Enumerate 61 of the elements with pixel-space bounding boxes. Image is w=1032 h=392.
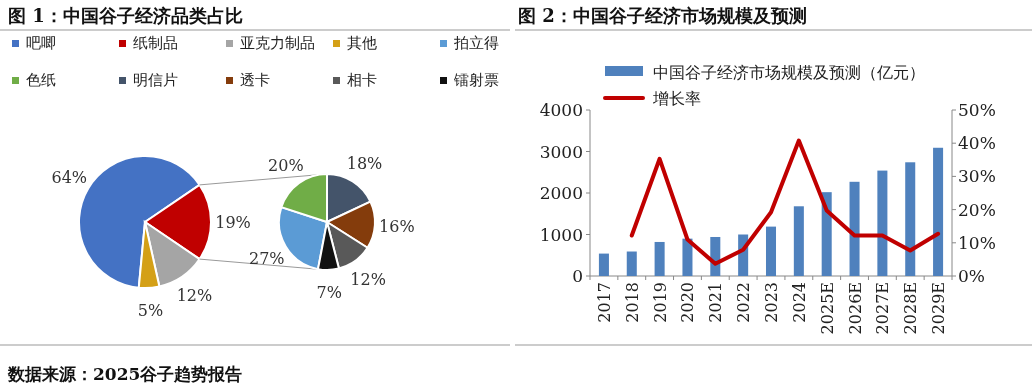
data-label: 12% — [350, 269, 386, 289]
bar — [626, 251, 637, 276]
bar — [654, 241, 665, 276]
bar — [682, 238, 693, 276]
data-label: 20% — [268, 156, 304, 176]
data-label: 19% — [215, 213, 251, 232]
legend-label: 明信片 — [133, 71, 178, 89]
data-label: 12% — [176, 285, 213, 305]
bar — [933, 147, 944, 276]
line-series — [629, 138, 941, 266]
x-tick-label: 2028E — [901, 282, 921, 335]
x-tick-label: 2022 — [734, 282, 754, 323]
source-note: 数据来源：2025谷子趋势报告 — [7, 364, 243, 384]
data-label: 64% — [51, 168, 88, 188]
legend-label: 吧唧 — [26, 34, 56, 52]
legend-label: 色纸 — [26, 71, 56, 89]
data-label: 27% — [248, 248, 285, 268]
bar — [905, 162, 916, 276]
x-tick-label: 2018 — [622, 282, 642, 323]
data-label: 16% — [379, 217, 415, 237]
x-tick-label: 2019 — [650, 282, 670, 323]
bar — [765, 226, 777, 276]
data-label: 7% — [316, 282, 342, 302]
y-tick-label: 2000 — [539, 183, 583, 203]
bar — [877, 170, 888, 276]
y-tick-label: 1000 — [539, 224, 583, 245]
legend-label: 相卡 — [347, 71, 377, 89]
y2-tick-label: 20% — [958, 199, 996, 220]
chart-title: 图 2：中国谷子经济市场规模及预测 — [518, 5, 807, 26]
y-tick-label: 4000 — [539, 100, 583, 120]
x-tick-label: 2017 — [594, 282, 614, 323]
y2-tick-label: 50% — [958, 100, 996, 120]
legend-label: 镭射票 — [453, 71, 499, 89]
y2-tick-label: 10% — [958, 232, 996, 253]
data-label: 18% — [346, 153, 383, 173]
legend-label: 亚克力制品 — [240, 34, 315, 52]
legend-label: 透卡 — [240, 71, 270, 89]
legend-label: 纸制品 — [133, 34, 178, 52]
data-label: 5% — [137, 300, 164, 320]
bar — [849, 181, 860, 276]
x-tick-label: 2026E — [845, 282, 865, 335]
x-tick-label: 2027E — [873, 282, 893, 335]
legend-label: 其他 — [347, 34, 377, 52]
x-tick-label: 2029E — [929, 282, 949, 335]
x-tick-label: 2020 — [678, 282, 698, 323]
x-tick-label: 2024 — [789, 282, 809, 323]
bar — [793, 206, 804, 276]
y2-tick-label: 30% — [958, 166, 996, 187]
bar — [821, 192, 832, 276]
x-tick-label: 2025E — [817, 282, 837, 335]
legend-label: 增长率 — [652, 89, 701, 108]
bar — [598, 253, 609, 276]
legend-label: 中国谷子经济市场规模及预测（亿元） — [653, 63, 925, 82]
x-tick-label: 2021 — [706, 282, 726, 323]
x-tick-label: 2023 — [762, 282, 781, 323]
chart-title: 图 1：中国谷子经济品类占比 — [8, 5, 243, 26]
y2-tick-label: 40% — [958, 133, 996, 154]
y-tick-label: 0 — [572, 266, 583, 286]
legend-label: 拍立得 — [453, 34, 499, 52]
y2-tick-label: 0% — [958, 266, 985, 286]
y-tick-label: 3000 — [539, 141, 583, 162]
